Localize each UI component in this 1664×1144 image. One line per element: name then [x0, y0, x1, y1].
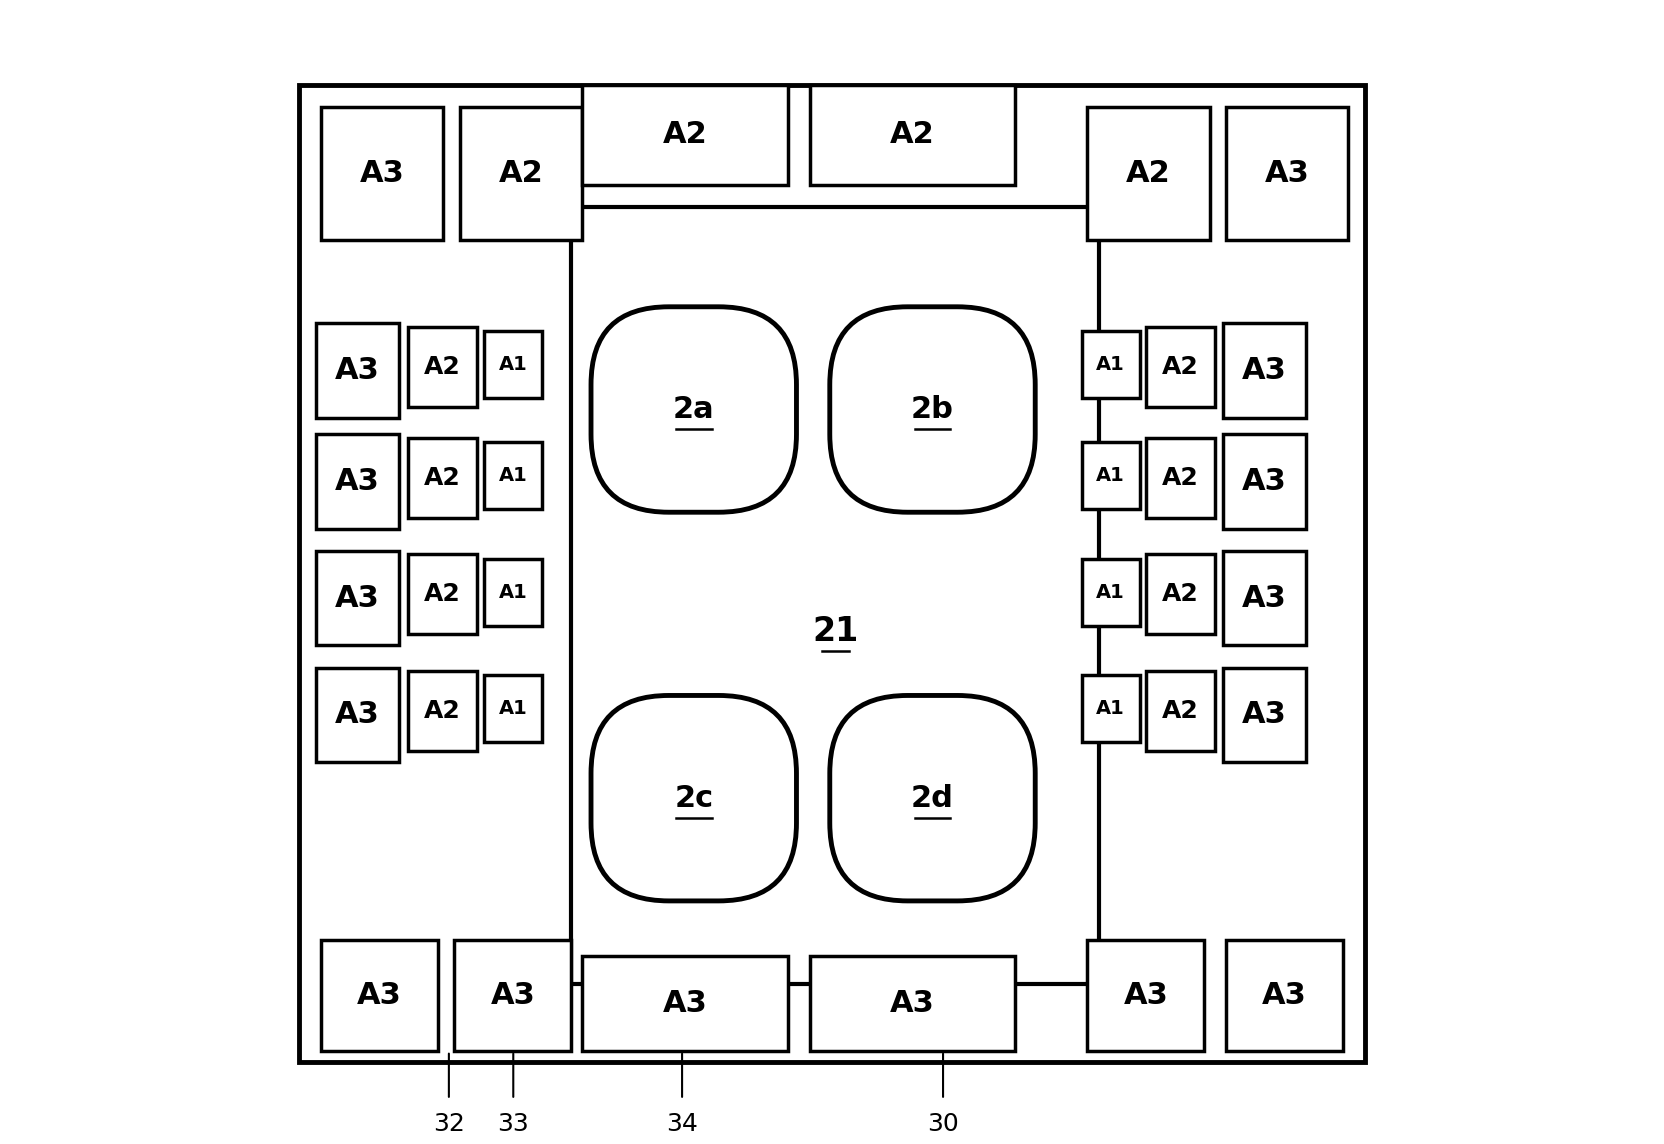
Text: 2c: 2c	[674, 784, 714, 812]
Text: A3: A3	[1123, 980, 1168, 1010]
FancyBboxPatch shape	[316, 435, 399, 529]
FancyBboxPatch shape	[1087, 939, 1205, 1051]
FancyBboxPatch shape	[408, 438, 476, 518]
Text: A2: A2	[424, 355, 461, 379]
Text: A2: A2	[1163, 355, 1200, 379]
FancyBboxPatch shape	[1082, 443, 1140, 509]
FancyBboxPatch shape	[316, 668, 399, 762]
Text: A3: A3	[1241, 583, 1286, 613]
FancyBboxPatch shape	[810, 85, 1015, 184]
Text: 33: 33	[498, 1112, 529, 1136]
FancyBboxPatch shape	[1082, 332, 1140, 398]
Text: A3: A3	[1241, 700, 1286, 730]
Text: A3: A3	[334, 583, 379, 613]
FancyBboxPatch shape	[1082, 675, 1140, 742]
Text: A3: A3	[491, 980, 536, 1010]
FancyBboxPatch shape	[1226, 106, 1348, 240]
Text: A3: A3	[334, 356, 379, 386]
FancyBboxPatch shape	[316, 324, 399, 418]
Text: A1: A1	[499, 582, 527, 602]
FancyBboxPatch shape	[321, 106, 443, 240]
Text: 2d: 2d	[912, 784, 953, 812]
Text: A3: A3	[1241, 467, 1286, 496]
FancyBboxPatch shape	[484, 559, 542, 626]
Text: A1: A1	[1097, 466, 1125, 485]
Text: A2: A2	[424, 582, 461, 606]
Text: A3: A3	[359, 159, 404, 188]
FancyBboxPatch shape	[591, 307, 797, 513]
FancyBboxPatch shape	[1223, 668, 1306, 762]
Text: 34: 34	[666, 1112, 697, 1136]
Text: A2: A2	[1163, 699, 1200, 723]
FancyBboxPatch shape	[1226, 939, 1343, 1051]
Text: A1: A1	[499, 699, 527, 718]
FancyBboxPatch shape	[484, 675, 542, 742]
Text: A1: A1	[499, 466, 527, 485]
FancyBboxPatch shape	[830, 696, 1035, 901]
FancyBboxPatch shape	[1146, 672, 1215, 750]
Text: A2: A2	[1163, 466, 1200, 490]
FancyBboxPatch shape	[1146, 327, 1215, 407]
Text: A3: A3	[358, 980, 401, 1010]
Text: A2: A2	[890, 120, 935, 149]
Text: A1: A1	[499, 355, 527, 374]
Text: A2: A2	[1163, 582, 1200, 606]
Text: A1: A1	[1097, 355, 1125, 374]
Text: A1: A1	[1097, 699, 1125, 718]
Text: 32: 32	[433, 1112, 464, 1136]
Text: A3: A3	[334, 467, 379, 496]
Text: 21: 21	[812, 614, 859, 648]
FancyBboxPatch shape	[459, 106, 582, 240]
FancyBboxPatch shape	[1223, 324, 1306, 418]
Text: A2: A2	[424, 699, 461, 723]
FancyBboxPatch shape	[1087, 106, 1210, 240]
FancyBboxPatch shape	[1223, 435, 1306, 529]
Text: 30: 30	[927, 1112, 958, 1136]
FancyBboxPatch shape	[1223, 551, 1306, 645]
Text: A2: A2	[424, 466, 461, 490]
FancyBboxPatch shape	[454, 939, 571, 1051]
FancyBboxPatch shape	[321, 939, 438, 1051]
FancyBboxPatch shape	[484, 443, 542, 509]
FancyBboxPatch shape	[408, 327, 476, 407]
Text: A3: A3	[1263, 980, 1306, 1010]
Text: A3: A3	[1265, 159, 1310, 188]
FancyBboxPatch shape	[1146, 438, 1215, 518]
FancyBboxPatch shape	[408, 555, 476, 635]
Text: A2: A2	[1127, 159, 1171, 188]
FancyBboxPatch shape	[810, 956, 1015, 1051]
FancyBboxPatch shape	[1146, 555, 1215, 635]
Text: 2a: 2a	[672, 395, 714, 424]
Text: A2: A2	[499, 159, 544, 188]
FancyBboxPatch shape	[830, 307, 1035, 513]
Text: 2b: 2b	[912, 395, 953, 424]
FancyBboxPatch shape	[571, 207, 1098, 984]
FancyBboxPatch shape	[484, 332, 542, 398]
FancyBboxPatch shape	[582, 85, 787, 184]
Text: A3: A3	[334, 700, 379, 730]
Text: A3: A3	[890, 990, 935, 1018]
FancyBboxPatch shape	[300, 85, 1364, 1062]
FancyBboxPatch shape	[1082, 559, 1140, 626]
Text: A3: A3	[662, 990, 707, 1018]
FancyBboxPatch shape	[582, 956, 787, 1051]
Text: A1: A1	[1097, 582, 1125, 602]
Text: A3: A3	[1241, 356, 1286, 386]
FancyBboxPatch shape	[408, 672, 476, 750]
FancyBboxPatch shape	[591, 696, 797, 901]
Text: A2: A2	[662, 120, 707, 149]
FancyBboxPatch shape	[316, 551, 399, 645]
